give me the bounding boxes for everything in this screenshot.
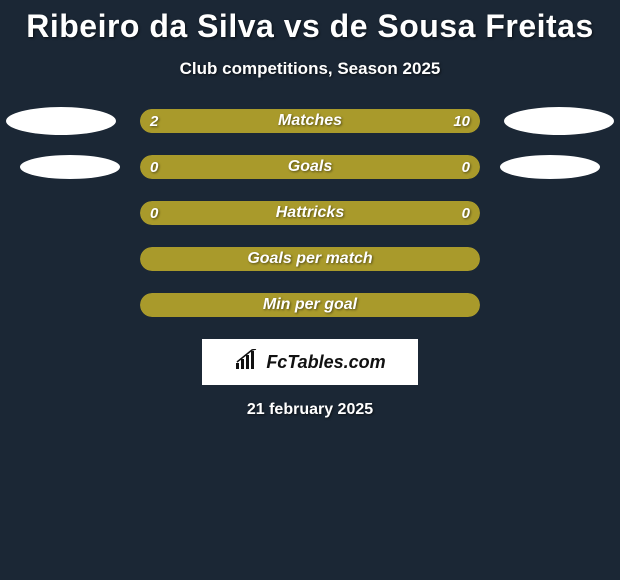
stat-bar: Hattricks0 0: [140, 201, 480, 225]
player-right-icon: [500, 155, 600, 179]
stats-container: Matches210Goals00Hattricks00Goals per ma…: [0, 109, 620, 317]
stat-bar: Matches2 10: [140, 109, 480, 133]
logo-chart-icon: [234, 349, 260, 376]
stat-label: Goals per match: [140, 247, 480, 271]
page-title: Ribeiro da Silva vs de Sousa Freitas: [0, 0, 620, 45]
player-right-icon: [504, 107, 614, 135]
page-subtitle: Club competitions, Season 2025: [0, 59, 620, 79]
player-left-icon: [6, 107, 116, 135]
stat-bar: Goals per match: [140, 247, 480, 271]
stat-value-right: 0: [462, 201, 470, 225]
stat-value-left: 2: [150, 109, 158, 133]
stat-bar: Min per goal: [140, 293, 480, 317]
stat-row: Matches2 10: [0, 109, 620, 133]
stat-row: Min per goal: [0, 293, 620, 317]
stat-row: Goals per match: [0, 247, 620, 271]
stat-value-left: 0: [150, 201, 158, 225]
stat-value-right: 10: [453, 109, 470, 133]
stat-value-right: 0: [462, 155, 470, 179]
stat-label: Min per goal: [140, 293, 480, 317]
logo-text: FcTables.com: [266, 352, 385, 373]
date-text: 21 february 2025: [0, 401, 620, 419]
stat-label: Hattricks: [140, 201, 480, 225]
stat-row: Hattricks0 0: [0, 201, 620, 225]
stat-label: Matches: [140, 109, 480, 133]
logo-box: FcTables.com: [202, 339, 418, 385]
player-left-icon: [20, 155, 120, 179]
stat-label: Goals: [140, 155, 480, 179]
stat-row: Goals0 0: [0, 155, 620, 179]
stat-value-left: 0: [150, 155, 158, 179]
stat-bar: Goals0 0: [140, 155, 480, 179]
